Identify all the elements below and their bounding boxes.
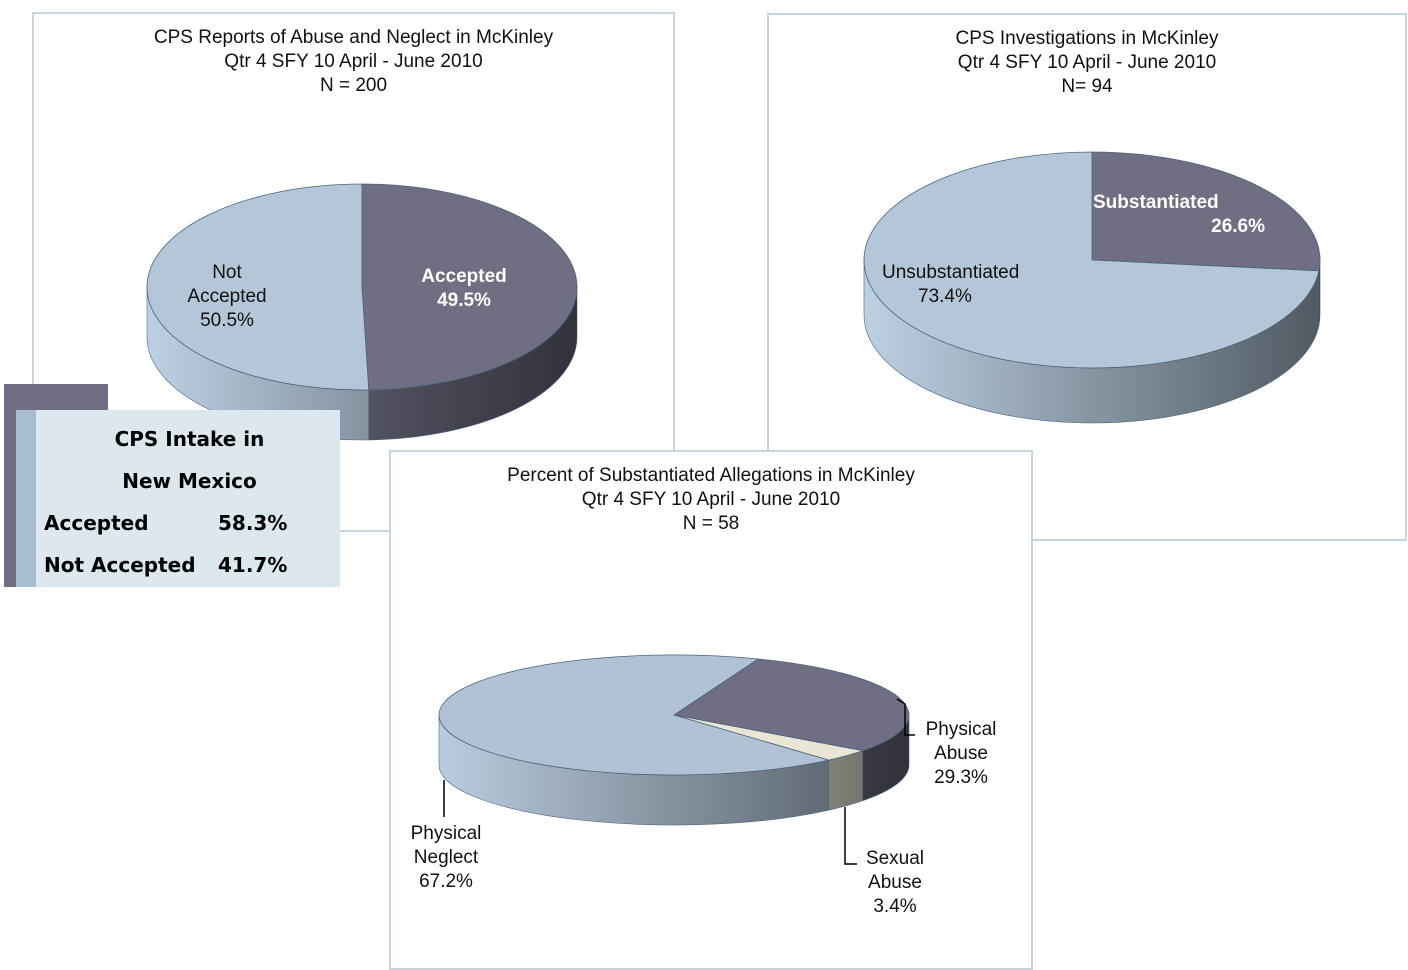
slice-value: 73.4%	[918, 286, 972, 307]
pie-slice	[146, 183, 370, 391]
pie-slice	[1091, 151, 1321, 272]
pie-slice	[672, 658, 910, 752]
chart-annotation: N= 94	[1061, 76, 1113, 97]
chart-title: Percent of Substantiated Allegations in …	[507, 465, 915, 486]
slice-label: Unsubstantiated 73.4%	[882, 261, 1062, 309]
slice-name: Accepted	[421, 266, 507, 287]
slice-label: Sexual Abuse 3.4%	[835, 847, 955, 919]
slice-label: Physical Neglect 67.2%	[391, 822, 506, 894]
slice-name: Unsubstantiated	[882, 262, 1020, 283]
pie-side	[828, 750, 863, 811]
slice-label: Physical Abuse 29.3%	[901, 718, 1021, 790]
slice-name: Substantiated	[1093, 192, 1219, 213]
box-strip	[16, 410, 36, 587]
slice-value: 3.4%	[873, 896, 917, 917]
info-box: CPS Intake in New Mexico Accepted 58.3% …	[4, 410, 340, 587]
box-label: Not Accepted	[44, 553, 196, 577]
box-value: 41.7%	[218, 553, 288, 577]
slice-label: Not Accepted 50.5%	[167, 261, 287, 333]
slice-value: 50.5%	[200, 310, 254, 331]
slice-value: 29.3%	[934, 767, 988, 788]
slice-value: 26.6%	[1211, 216, 1265, 237]
box-label: Accepted	[44, 511, 149, 535]
box-tab	[4, 384, 108, 410]
slice-name: Physical Abuse	[925, 719, 997, 764]
slice-name: Physical Neglect	[410, 823, 482, 868]
pie-chart	[146, 183, 578, 441]
slice-label: Substantiated 26.6%	[1093, 191, 1265, 239]
slice-name: Sexual Abuse	[865, 848, 925, 893]
slice-label: Accepted 49.5%	[404, 265, 524, 313]
leader-line	[896, 698, 915, 736]
chart-title-block: CPS Investigations in McKinley Qtr 4 SFY …	[769, 27, 1405, 99]
pie-chart	[863, 151, 1321, 424]
box-title: CPS Intake in New Mexico	[114, 427, 265, 493]
slice-value: 49.5%	[437, 290, 491, 311]
pie-slice	[361, 183, 578, 391]
chart-subtitle: Qtr 4 SFY 10 April - June 2010	[957, 52, 1217, 73]
pie-slice	[438, 654, 829, 776]
chart-subtitle: Qtr 4 SFY 10 April - June 2010	[581, 489, 841, 510]
chart-panel: Percent of Substantiated Allegations in …	[389, 450, 1033, 970]
chart-annotation: N = 58	[682, 513, 740, 534]
box-strip	[4, 410, 16, 587]
box-value: 58.3%	[218, 511, 288, 535]
leader-line	[844, 807, 857, 865]
chart-title: CPS Reports of Abuse and Neglect in McKi…	[153, 27, 554, 48]
chart-title-block: CPS Reports of Abuse and Neglect in McKi…	[34, 26, 673, 98]
slice-value: 67.2%	[419, 871, 473, 892]
pie-slice	[863, 151, 1320, 369]
pie-chart	[438, 654, 915, 865]
chart-title: CPS Investigations in McKinley	[955, 28, 1219, 49]
chart-title-block: Percent of Substantiated Allegations in …	[391, 464, 1031, 536]
chart-subtitle: Qtr 4 SFY 10 April - June 2010	[224, 51, 483, 72]
chart-annotation: N = 200	[319, 75, 388, 96]
slice-name: Not Accepted	[187, 262, 267, 307]
